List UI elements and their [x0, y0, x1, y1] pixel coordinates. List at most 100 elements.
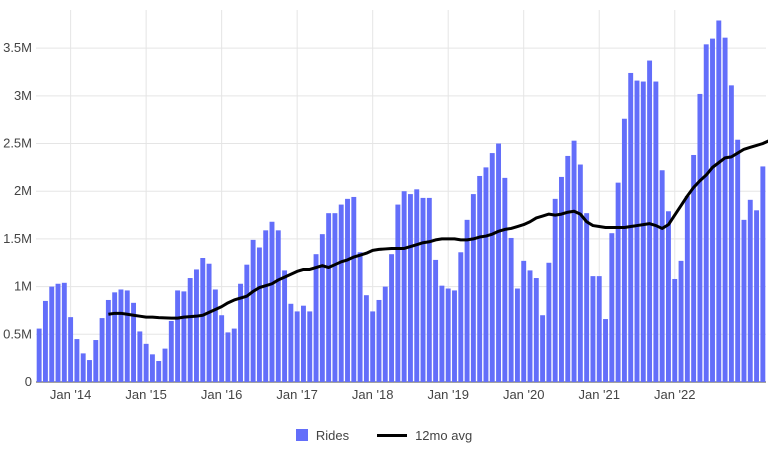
bar[interactable]: [175, 290, 181, 382]
bar[interactable]: [640, 81, 646, 383]
bar[interactable]: [294, 311, 300, 382]
bar[interactable]: [68, 317, 74, 382]
bar[interactable]: [187, 278, 193, 382]
bar[interactable]: [722, 37, 728, 383]
bar[interactable]: [338, 204, 344, 382]
legend-item-rides[interactable]: Rides: [295, 428, 349, 443]
bar[interactable]: [181, 291, 187, 382]
bar[interactable]: [225, 332, 231, 382]
bar[interactable]: [609, 233, 615, 382]
bar[interactable]: [99, 318, 105, 382]
bar[interactable]: [496, 143, 501, 382]
bar[interactable]: [162, 348, 168, 382]
bar[interactable]: [621, 118, 627, 382]
bar[interactable]: [42, 300, 48, 382]
bar[interactable]: [747, 199, 753, 382]
bar[interactable]: [313, 254, 319, 382]
bar[interactable]: [760, 166, 766, 382]
bar[interactable]: [666, 211, 671, 382]
bar[interactable]: [105, 299, 111, 382]
bar[interactable]: [565, 155, 571, 382]
bar[interactable]: [301, 305, 306, 382]
bar[interactable]: [672, 278, 678, 382]
bar[interactable]: [684, 196, 690, 382]
bar[interactable]: [533, 278, 539, 382]
bar[interactable]: [659, 170, 665, 382]
bar[interactable]: [653, 81, 659, 383]
bar[interactable]: [433, 259, 439, 382]
bar[interactable]: [156, 361, 162, 382]
bar[interactable]: [250, 239, 256, 382]
bar[interactable]: [282, 270, 288, 382]
bar[interactable]: [80, 353, 86, 382]
bar[interactable]: [735, 139, 741, 382]
bar[interactable]: [275, 230, 281, 382]
bar[interactable]: [514, 288, 520, 382]
bar[interactable]: [370, 311, 376, 382]
bar[interactable]: [345, 198, 350, 382]
bar[interactable]: [559, 176, 564, 382]
bar[interactable]: [149, 354, 155, 382]
bar[interactable]: [200, 258, 206, 382]
bar[interactable]: [112, 292, 118, 382]
bar[interactable]: [49, 286, 55, 382]
bar[interactable]: [219, 315, 225, 382]
bar[interactable]: [439, 285, 445, 382]
bar[interactable]: [401, 191, 407, 382]
bar[interactable]: [231, 328, 237, 382]
bar[interactable]: [483, 167, 489, 382]
bar[interactable]: [521, 260, 527, 382]
bar[interactable]: [571, 140, 577, 382]
bar[interactable]: [697, 93, 703, 382]
bar[interactable]: [74, 339, 80, 382]
bar[interactable]: [326, 213, 332, 382]
bar[interactable]: [332, 213, 338, 382]
bar[interactable]: [728, 85, 734, 382]
bar[interactable]: [131, 302, 136, 382]
bar[interactable]: [445, 288, 451, 382]
bar[interactable]: [61, 282, 67, 382]
bar[interactable]: [678, 260, 684, 382]
bar[interactable]: [212, 289, 218, 382]
bar[interactable]: [691, 154, 697, 382]
bar[interactable]: [395, 204, 401, 382]
bar[interactable]: [470, 194, 476, 382]
bar[interactable]: [269, 221, 275, 382]
bar[interactable]: [584, 213, 590, 382]
bar[interactable]: [540, 315, 546, 382]
bar[interactable]: [137, 331, 143, 382]
bar[interactable]: [351, 196, 357, 382]
bar[interactable]: [603, 319, 608, 382]
bar[interactable]: [194, 269, 199, 382]
legend-item-12mo-avg[interactable]: 12mo avg: [377, 428, 472, 443]
bar[interactable]: [458, 252, 464, 382]
bar[interactable]: [206, 263, 212, 382]
bar[interactable]: [143, 343, 149, 382]
bar[interactable]: [508, 237, 514, 382]
bar[interactable]: [647, 60, 653, 383]
bar[interactable]: [238, 283, 243, 382]
bar[interactable]: [363, 295, 369, 382]
bar[interactable]: [93, 340, 99, 382]
bar[interactable]: [754, 210, 760, 382]
bar[interactable]: [36, 328, 42, 382]
bar[interactable]: [382, 286, 388, 382]
bar[interactable]: [546, 262, 552, 382]
bar[interactable]: [244, 264, 250, 382]
bar[interactable]: [407, 194, 413, 382]
bar[interactable]: [577, 164, 583, 382]
bar[interactable]: [634, 80, 640, 382]
bar[interactable]: [596, 276, 602, 382]
bar[interactable]: [307, 311, 313, 382]
bar[interactable]: [552, 198, 558, 382]
bar[interactable]: [710, 38, 715, 382]
bar[interactable]: [590, 276, 596, 382]
bar[interactable]: [716, 20, 722, 382]
bar[interactable]: [118, 289, 124, 382]
bar[interactable]: [502, 177, 508, 382]
bar[interactable]: [414, 189, 420, 382]
bar[interactable]: [489, 153, 495, 382]
bar[interactable]: [124, 290, 130, 382]
bar[interactable]: [319, 234, 325, 382]
bar[interactable]: [615, 182, 621, 382]
